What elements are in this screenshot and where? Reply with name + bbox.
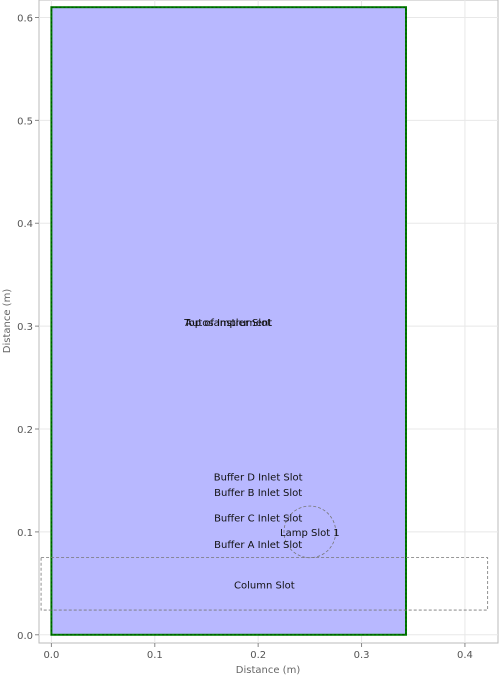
instrument-rect <box>50 6 407 636</box>
x-axis-title: Distance (m) <box>236 665 301 676</box>
slot-label: Lamp Slot 1 <box>280 528 340 539</box>
slot-label: Buffer C Inlet Slot <box>214 513 302 524</box>
x-tick-label: 0.2 <box>250 650 266 661</box>
y-tick-label: 0.4 <box>17 219 33 230</box>
ticks: 0.0 0.1 0.2 0.3 0.4 0.0 0.1 0.2 0.3 0.4 0.5 0.6 <box>17 13 473 661</box>
x-tick-label: 0.1 <box>147 650 163 661</box>
slot-label: Autosampler Slot <box>185 318 271 329</box>
slot-label: Buffer D Inlet Slot <box>214 472 303 483</box>
y-axis-title: Distance (m) <box>2 289 13 354</box>
slot-label: Buffer B Inlet Slot <box>214 488 302 499</box>
x-tick-label: 0.0 <box>43 650 59 661</box>
lamp-slot-circle <box>283 505 337 559</box>
y-tick-label: 0.5 <box>17 116 33 127</box>
x-tick-label: 0.3 <box>354 650 370 661</box>
y-tick-label: 0.6 <box>17 13 33 24</box>
y-tick-label: 0.1 <box>17 528 33 539</box>
slot-label: Top of Instrument <box>183 318 272 329</box>
y-tick-label: 0.3 <box>17 322 33 333</box>
slot-label: Buffer A Inlet Slot <box>214 540 302 551</box>
x-tick-label: 0.4 <box>457 650 473 661</box>
slot-label: Column Slot <box>234 580 295 591</box>
autosampler-rect <box>50 6 407 636</box>
y-tick-label: 0.2 <box>17 425 33 436</box>
shapes <box>40 6 489 636</box>
y-tick-label: 0.0 <box>17 631 33 642</box>
column-slot-box <box>40 557 489 611</box>
